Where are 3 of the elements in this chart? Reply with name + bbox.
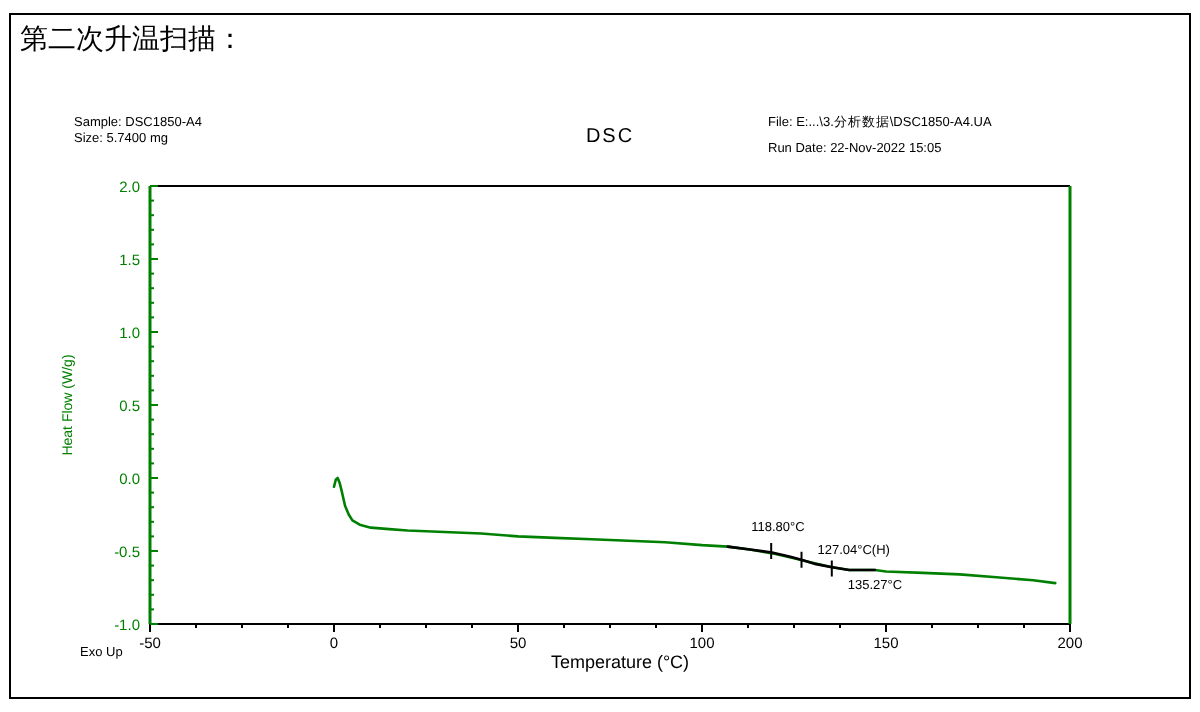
text: 第二次升温扫描： (20, 22, 244, 54)
chart-title: DSC (585, 126, 635, 148)
x-axis-title: Temperature (°C) (550, 652, 690, 672)
